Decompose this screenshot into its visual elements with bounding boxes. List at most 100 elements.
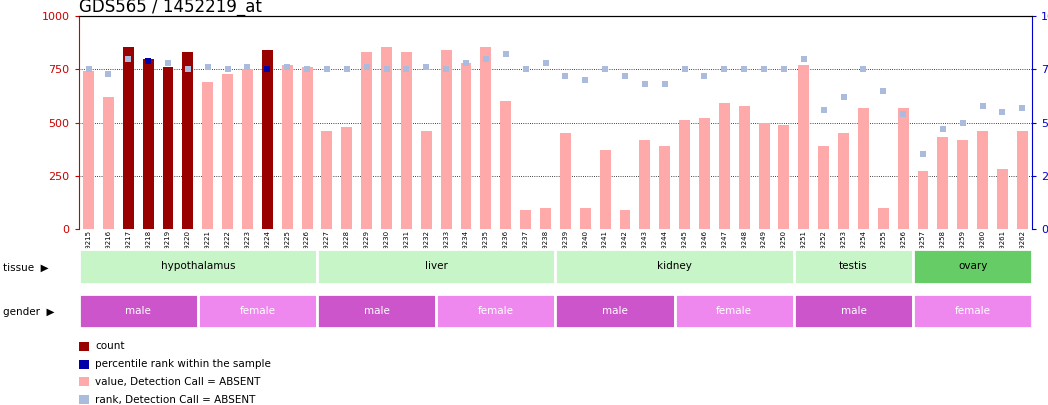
Point — [80, 66, 96, 72]
Point — [636, 81, 653, 87]
Point — [458, 60, 475, 66]
Bar — [779, 125, 789, 229]
Text: female: female — [955, 306, 990, 316]
Bar — [342, 127, 352, 229]
Point — [676, 66, 693, 72]
Text: percentile rank within the sample: percentile rank within the sample — [95, 359, 271, 369]
Point — [995, 109, 1011, 115]
Text: GDS565 / 1452219_at: GDS565 / 1452219_at — [79, 0, 261, 16]
Point — [716, 66, 733, 72]
Text: male: male — [603, 306, 628, 316]
Text: female: female — [239, 306, 276, 316]
Bar — [362, 52, 372, 229]
Point — [1014, 104, 1031, 111]
Bar — [381, 47, 392, 229]
Bar — [436, 294, 555, 328]
Text: male: male — [840, 306, 867, 316]
Bar — [659, 146, 670, 229]
Point — [795, 55, 812, 62]
Bar — [83, 71, 94, 229]
Point — [696, 72, 713, 79]
Bar — [555, 249, 793, 284]
Bar — [699, 118, 709, 229]
Point — [576, 77, 593, 83]
Point — [299, 66, 315, 72]
Point — [776, 66, 792, 72]
Bar — [242, 69, 253, 229]
Point — [875, 87, 892, 94]
Text: hypothalamus: hypothalamus — [160, 261, 235, 271]
Point — [736, 66, 752, 72]
Bar — [599, 150, 611, 229]
Text: kidney: kidney — [657, 261, 692, 271]
Point — [518, 66, 534, 72]
Bar — [79, 249, 316, 284]
Point — [219, 66, 236, 72]
Bar — [794, 249, 913, 284]
Text: female: female — [716, 306, 752, 316]
Point — [478, 55, 495, 62]
Point — [418, 64, 435, 70]
Bar — [103, 97, 114, 229]
Point — [239, 64, 256, 70]
Point — [319, 66, 335, 72]
Point — [955, 119, 971, 126]
Bar — [719, 103, 729, 229]
Bar — [580, 207, 591, 229]
Point — [556, 72, 573, 79]
Bar — [520, 210, 531, 229]
Point — [199, 64, 216, 70]
Bar — [282, 65, 292, 229]
Bar — [322, 131, 332, 229]
Bar — [913, 294, 1032, 328]
Point — [915, 151, 932, 158]
Bar — [838, 133, 849, 229]
Point — [975, 102, 991, 109]
Text: rank, Detection Call = ABSENT: rank, Detection Call = ABSENT — [95, 395, 256, 405]
Bar — [302, 67, 312, 229]
Text: gender  ▶: gender ▶ — [3, 307, 54, 317]
Bar — [162, 67, 174, 229]
Point — [616, 72, 633, 79]
Bar — [818, 146, 829, 229]
Point — [279, 64, 296, 70]
Bar — [794, 294, 913, 328]
Point — [438, 66, 455, 72]
Bar — [1017, 131, 1028, 229]
Point — [756, 66, 772, 72]
Bar — [675, 294, 794, 328]
Point — [358, 64, 375, 70]
Point — [119, 55, 136, 62]
Bar — [759, 122, 769, 229]
Bar — [913, 249, 1032, 284]
Point — [935, 126, 952, 132]
Point — [656, 81, 673, 87]
Bar — [679, 120, 690, 229]
Bar — [560, 133, 571, 229]
Bar — [79, 294, 198, 328]
Bar — [480, 47, 492, 229]
Point — [835, 94, 852, 100]
Bar — [898, 108, 909, 229]
Text: testis: testis — [839, 261, 868, 271]
Point — [100, 70, 116, 77]
Bar — [441, 50, 452, 229]
Bar — [977, 131, 988, 229]
Bar — [997, 169, 1008, 229]
Bar — [198, 294, 316, 328]
Text: count: count — [95, 341, 125, 351]
Bar — [555, 294, 675, 328]
Point — [159, 60, 176, 66]
Point — [179, 66, 196, 72]
Text: value, Detection Call = ABSENT: value, Detection Call = ABSENT — [95, 377, 261, 387]
Bar — [401, 52, 412, 229]
Text: tissue  ▶: tissue ▶ — [3, 262, 49, 272]
Bar — [619, 210, 631, 229]
Bar — [143, 59, 154, 229]
Point — [398, 66, 415, 72]
Bar — [858, 108, 869, 229]
Point — [855, 66, 872, 72]
Text: liver: liver — [424, 261, 447, 271]
Bar — [639, 139, 651, 229]
Bar — [937, 137, 948, 229]
